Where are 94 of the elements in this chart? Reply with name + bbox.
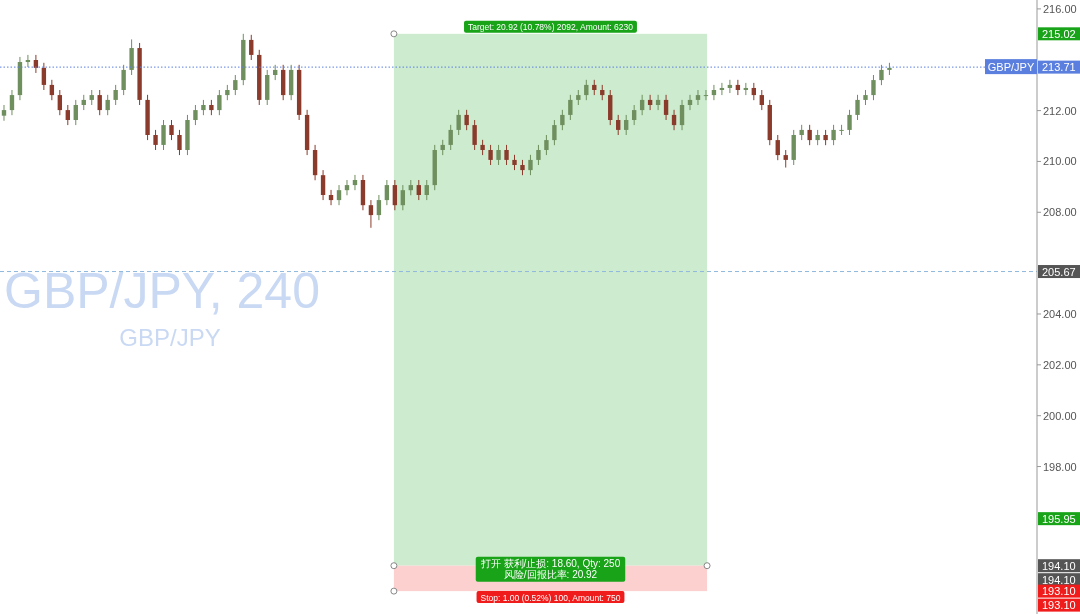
band-label: Stop: 1.00 (0.52%) 100, Amount: 750 (480, 592, 621, 603)
annotation: 打开 获利/止损: 18.60, Qty: 250 (479, 557, 621, 569)
candlestick (336, 184, 342, 206)
candlestick (687, 94, 693, 111)
candlestick (775, 134, 780, 161)
candlestick (855, 94, 860, 121)
candlestick (711, 84, 717, 101)
annotation: 194.10 (1042, 559, 1076, 572)
candlestick (647, 94, 653, 111)
candlestick (679, 99, 685, 131)
annotation: 205.67 (1042, 265, 1076, 278)
ytick: 212.00 (1043, 104, 1077, 117)
candlestick (392, 179, 398, 211)
candlestick (217, 89, 222, 116)
candlestick (631, 104, 637, 126)
ref-label: GBP/JPY (985, 59, 1037, 75)
candlestick (368, 199, 374, 229)
candlestick (121, 64, 126, 96)
candlestick (695, 89, 701, 106)
candlestick (472, 119, 477, 151)
axis-tag: 193.10 (1038, 598, 1080, 612)
candlestick (352, 174, 358, 191)
candlestick (496, 144, 501, 166)
candlestick (807, 124, 812, 146)
candlestick (57, 89, 63, 116)
candlestick (560, 109, 565, 131)
candlestick (97, 89, 102, 116)
band-label: Target: 20.92 (10.78%) 2092, Amount: 6230 (468, 22, 634, 33)
candlestick (839, 124, 844, 136)
candlestick (129, 38, 134, 76)
annotation: 195.95 (1042, 512, 1076, 525)
candlestick (249, 34, 254, 61)
ytick: 210.00 (1043, 155, 1077, 168)
ytick: 208.00 (1043, 206, 1077, 219)
candlestick (847, 109, 852, 136)
candlestick (544, 134, 549, 156)
position-info: 打开 获利/止损: 18.60, Qty: 250 风险/回报比率: 20.92 (475, 556, 626, 582)
axis-tag: 195.95 (1038, 512, 1080, 526)
candlestick (504, 144, 509, 166)
candlestick (1, 104, 7, 122)
ytick: 202.00 (1043, 358, 1077, 371)
candlestick (759, 89, 764, 111)
candlestick (727, 79, 733, 94)
candlestick (41, 62, 47, 91)
candlestick (400, 184, 406, 211)
axis-tag: 205.67 (1038, 265, 1080, 279)
candlestick (663, 94, 669, 121)
annotation: 风险/回报比率: 20.92 (503, 568, 598, 580)
candlestick (9, 89, 15, 116)
axis-tag: 194.10 (1038, 559, 1080, 573)
annotation: 193.10 (1042, 585, 1076, 598)
axis-tag: 215.02 (1038, 27, 1080, 41)
annotation: 213.71 (1042, 61, 1076, 74)
candlestick (320, 169, 326, 201)
candlestick (568, 94, 573, 121)
candlestick (105, 94, 110, 116)
candlestick (177, 129, 182, 156)
candlestick (552, 119, 557, 146)
ytick: 216.00 (1043, 2, 1077, 15)
candlestick (65, 104, 70, 126)
candlestick (328, 189, 334, 206)
candlestick (879, 64, 884, 86)
candlestick (831, 124, 836, 146)
ytick: 198.00 (1043, 460, 1077, 473)
candlestick (73, 99, 78, 126)
candlestick (488, 144, 493, 166)
candlestick (344, 179, 350, 196)
candlestick (616, 114, 621, 136)
candlestick (416, 179, 421, 201)
candlestick (113, 84, 118, 106)
candlestick (161, 119, 166, 151)
ytick: 200.00 (1043, 409, 1077, 422)
candlestick (376, 194, 382, 221)
candlestick (193, 104, 198, 126)
candlestick (384, 179, 390, 206)
axis-tag: 213.71 (1038, 60, 1080, 74)
band-label: Stop: 1.00 (0.52%) 100, Amount: 750 (476, 591, 625, 604)
candlestick (528, 154, 533, 176)
candlestick (655, 94, 661, 111)
candlestick (735, 79, 741, 96)
band-label: Target: 20.92 (10.78%) 2092, Amount: 6230 (464, 20, 637, 33)
candlestick (464, 109, 469, 131)
candlestick (624, 114, 629, 136)
candlestick (448, 124, 453, 151)
candlestick (153, 129, 158, 151)
ytick: 204.00 (1043, 308, 1077, 320)
candlestick (871, 74, 876, 101)
candlestick (456, 109, 461, 136)
candlestick (703, 89, 709, 101)
candlestick (536, 144, 541, 166)
candlestick (233, 74, 238, 96)
candlestick (424, 179, 429, 201)
candlestick (169, 119, 174, 141)
annotation: 215.02 (1042, 27, 1076, 40)
